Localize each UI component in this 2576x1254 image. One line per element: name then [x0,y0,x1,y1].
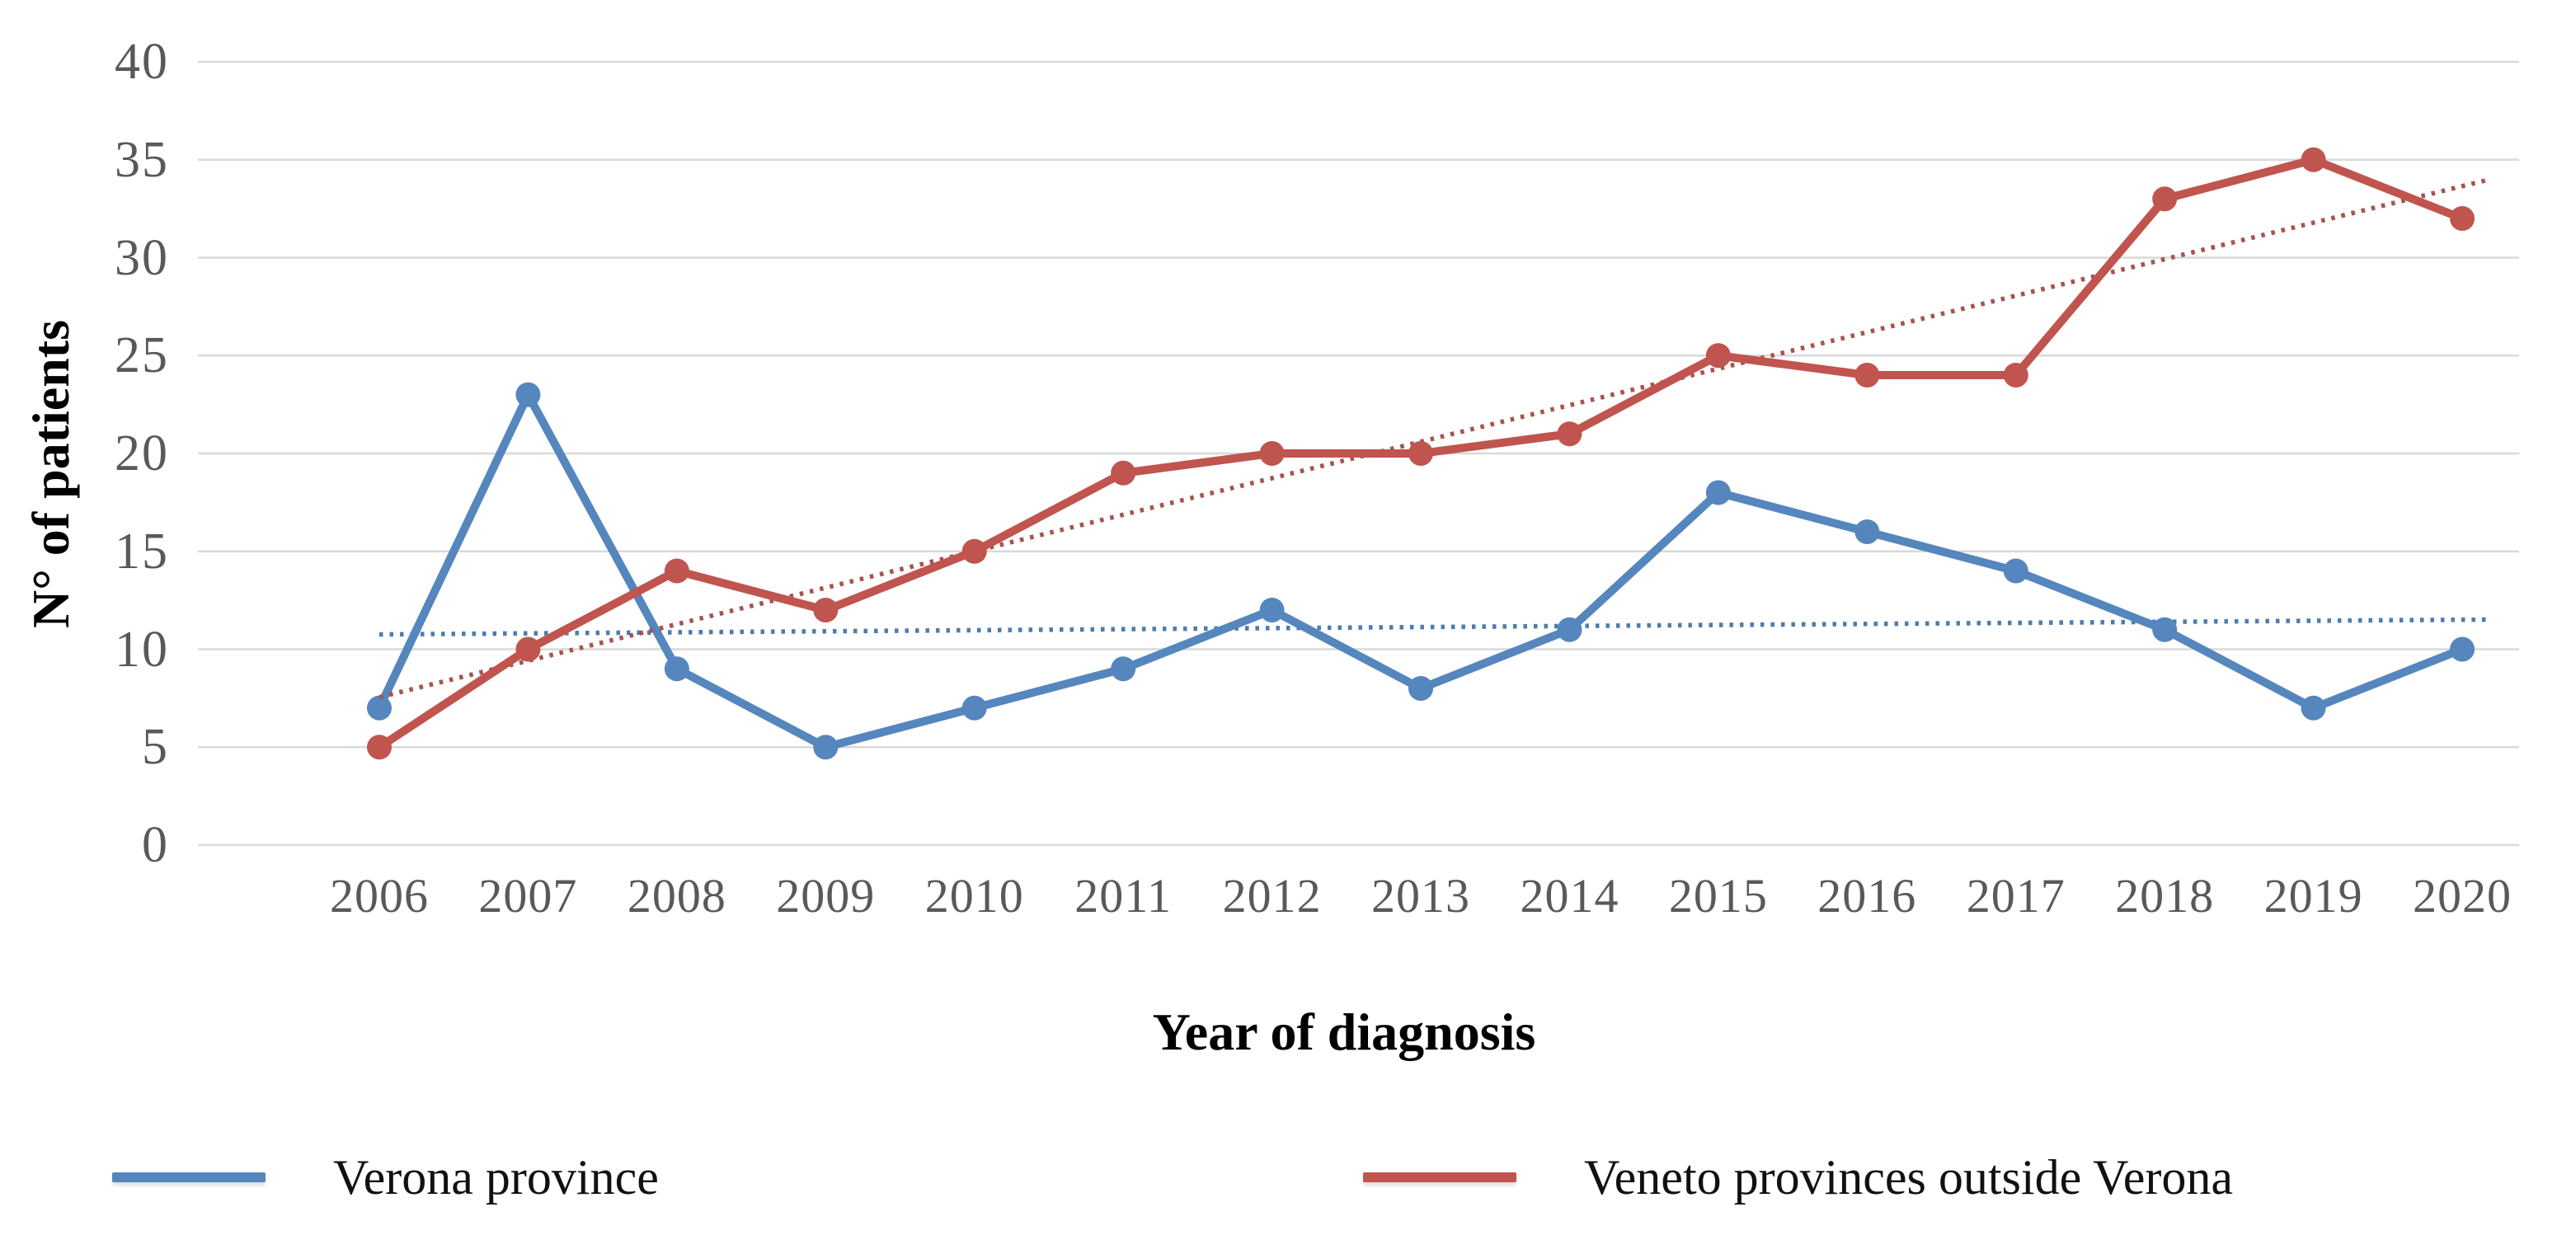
data-point-verona-province [1259,598,1285,622]
data-point-veneto-provinces-outside-verona [1111,460,1136,486]
data-point-verona-province [813,735,839,760]
legend-item-veneto-provinces-outside-verona: Veneto provinces outside Verona [1363,1144,2233,1210]
legend-item-verona-province: Verona province [112,1144,659,1210]
x-tick-label: 2014 [1520,869,1619,923]
legend-line-swatch-veneto-provinces-outside-verona [1363,1172,1516,1182]
y-tick-label: 10 [115,621,169,678]
x-tick-label: 2006 [330,869,429,923]
data-point-verona-province [961,695,987,721]
legend-label: Veneto provinces outside Verona [1584,1150,2234,1205]
data-point-verona-province [2450,636,2475,662]
data-point-veneto-provinces-outside-verona [367,735,392,760]
y-tick-label: 5 [142,719,169,776]
y-tick-label: 15 [115,523,169,580]
data-point-verona-province [1408,676,1434,701]
data-point-veneto-provinces-outside-verona [2152,186,2178,212]
x-tick-label: 2015 [1668,869,1768,923]
data-point-veneto-provinces-outside-verona [1854,363,1880,387]
data-point-verona-province [1111,656,1136,682]
data-point-veneto-provinces-outside-verona [1557,421,1582,447]
y-axis-title: N° of patients [21,319,80,629]
x-axis-title: Year of diagnosis [1152,1003,1536,1061]
data-point-veneto-provinces-outside-verona [2450,206,2475,231]
data-point-veneto-provinces-outside-verona [813,598,839,622]
x-tick-label: 2018 [2115,869,2215,923]
y-tick-label: 20 [115,425,169,481]
y-tick-label: 30 [115,229,169,286]
x-tick-label: 2008 [627,869,726,923]
data-point-verona-province [664,656,689,682]
data-point-veneto-provinces-outside-verona [664,558,689,584]
x-tick-label: 2011 [1074,869,1173,923]
y-tick-label: 25 [115,327,169,384]
trendline-verona-province [378,617,2489,637]
data-point-veneto-provinces-outside-verona [961,538,987,564]
data-point-verona-province [367,695,392,721]
y-tick-label: 40 [115,34,169,90]
legend-line-swatch-verona-province [112,1172,266,1182]
data-point-veneto-provinces-outside-verona [1408,441,1434,466]
data-point-veneto-provinces-outside-verona [1259,441,1285,466]
legend-label: Verona province [333,1150,659,1205]
x-tick-label: 2013 [1371,869,1470,923]
data-point-veneto-provinces-outside-verona [2301,147,2326,172]
trendline-veneto-provinces-outside-verona [378,177,2490,700]
x-tick-label: 2017 [1966,869,2066,923]
data-point-veneto-provinces-outside-verona [515,636,541,662]
x-tick-label: 2010 [924,869,1024,923]
data-point-verona-province [515,382,541,407]
x-tick-label: 2020 [2413,869,2513,923]
data-point-verona-province [1557,617,1582,642]
x-tick-label: 2016 [1817,869,1917,923]
x-tick-label: 2012 [1222,869,1322,923]
data-point-verona-province [2301,695,2326,721]
y-tick-label: 35 [115,131,169,188]
data-point-verona-province [2003,558,2028,584]
data-point-verona-province [1854,519,1880,544]
data-point-verona-province [2152,617,2178,642]
x-tick-label: 2009 [776,869,876,923]
x-tick-label: 2019 [2263,869,2363,923]
x-tick-label: 2007 [478,869,578,923]
data-point-veneto-provinces-outside-verona [2003,363,2028,387]
data-point-verona-province [1705,480,1731,505]
y-tick-label: 0 [142,817,169,873]
data-point-veneto-provinces-outside-verona [1705,343,1731,369]
